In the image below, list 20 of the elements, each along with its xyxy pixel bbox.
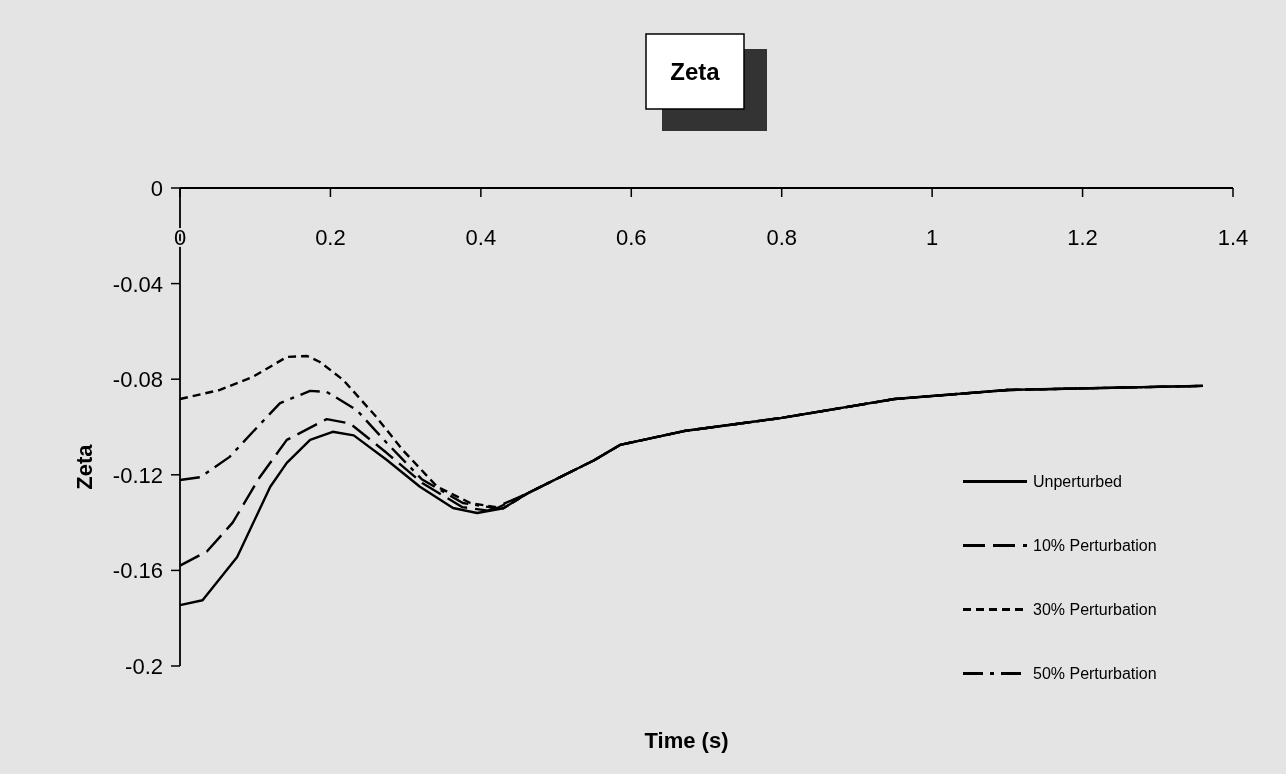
y-tick-label: -0.12 (112, 462, 163, 488)
x-tick-label: 1.2 (1067, 225, 1098, 250)
x-tick-label: 1.4 (1217, 225, 1249, 250)
x-tick-label: 1 (926, 225, 939, 250)
y-tick-label: -0.16 (112, 558, 163, 584)
x-tick-label: 0.6 (615, 225, 647, 250)
y-tick-label: 0 (150, 176, 163, 201)
x-tick-label: 0.2 (315, 225, 346, 250)
x-tick-label: 0.4 (465, 225, 497, 250)
x-axis-title: Time (s) (644, 728, 729, 753)
chart-title: Zeta (670, 58, 721, 85)
legend-label: 10% Perturbation (1033, 537, 1157, 554)
y-axis-title: Zeta (72, 443, 97, 490)
y-tick-label: -0.08 (112, 367, 163, 393)
legend-label: Unperturbed (1033, 473, 1122, 490)
x-tick-label: 0.8 (766, 225, 798, 250)
legend-label: 50% Perturbation (1033, 665, 1157, 682)
legend-label: 30% Perturbation (1033, 601, 1157, 618)
y-tick-label: -0.2 (125, 654, 163, 679)
y-tick-label: -0.04 (112, 271, 163, 297)
